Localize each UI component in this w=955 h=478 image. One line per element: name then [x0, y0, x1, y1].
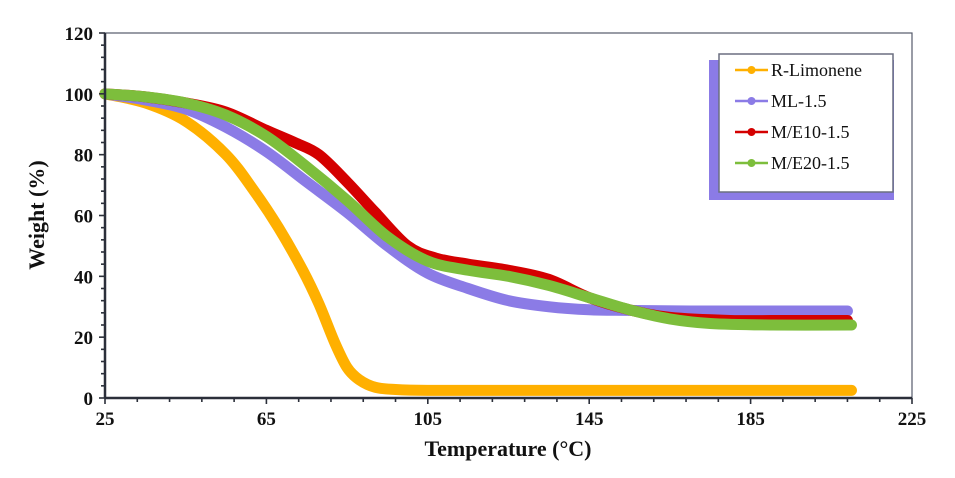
- legend-item: M/E10-1.5: [735, 122, 850, 142]
- legend-swatch-marker: [747, 66, 756, 74]
- x-tick-label: 225: [898, 409, 927, 430]
- legend-label: R-Limonene: [771, 60, 862, 80]
- legend-swatch-marker: [747, 159, 756, 167]
- legend-item: M/E20-1.5: [735, 153, 850, 173]
- x-tick-label: 185: [736, 409, 765, 430]
- legend: R-Limonene ML-1.5 M/E10-1.5 M/E20-1.5: [709, 53, 894, 200]
- x-tick-label: 65: [257, 409, 276, 430]
- y-tick-label: 0: [84, 389, 94, 410]
- x-tick-label: 145: [575, 409, 604, 430]
- legend-swatch-marker: [747, 128, 756, 136]
- x-tick-label: 105: [414, 409, 443, 430]
- y-tick-label: 100: [65, 85, 94, 106]
- series-line-r-limonene: [99, 88, 857, 396]
- legend-box: [718, 53, 894, 193]
- legend-label: M/E10-1.5: [771, 122, 850, 142]
- y-tick-label: 80: [74, 146, 93, 167]
- y-axis-title: Weight (%): [24, 160, 49, 269]
- legend-item: ML-1.5: [735, 91, 827, 111]
- y-tick-label: 40: [74, 267, 93, 288]
- series-line-m-e20-1-5: [99, 88, 857, 331]
- legend-items: R-Limonene ML-1.5 M/E10-1.5 M/E20-1.5: [735, 60, 862, 173]
- y-tick-label: 120: [65, 24, 94, 45]
- legend-label: ML-1.5: [771, 91, 827, 111]
- series-layer: [99, 88, 857, 396]
- y-tick-label: 60: [74, 207, 93, 228]
- x-tick-label: 25: [96, 409, 115, 430]
- legend-label: M/E20-1.5: [771, 153, 850, 173]
- legend-item: R-Limonene: [735, 60, 862, 80]
- y-tick-label: 20: [74, 328, 93, 349]
- legend-swatch-marker: [747, 97, 756, 105]
- axes-layer: 0 20 40 60 80 100 120 25 65 105 145 185 225: [65, 24, 927, 430]
- x-axis-title: Temperature (°C): [424, 436, 591, 461]
